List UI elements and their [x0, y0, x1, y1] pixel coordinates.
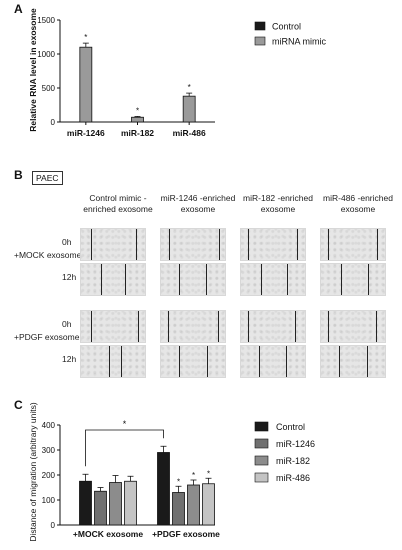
chart-a: Relative RNA level in exosome 1500 1000 50… [28, 8, 326, 138]
row-label-mock: +MOCK exosome [14, 250, 82, 260]
legend-swatch [254, 455, 269, 466]
paec-label: PAEC [32, 171, 63, 185]
micrograph-pdgf-0h-mir486 [320, 310, 386, 343]
micrograph-mock-12h-mir1246 [160, 263, 226, 296]
micrograph-mock-0h-mir182 [240, 228, 306, 261]
bracket-significance: * [123, 419, 127, 429]
column-header-mir1246: miR-1246 -enriched exosome [160, 193, 236, 214]
bar-mirna-mimic [79, 46, 93, 123]
time-label-0h: 0h [62, 237, 72, 247]
micrograph-pdgf-0h-control [80, 310, 146, 343]
x-tick-label: miR-182 [121, 128, 154, 138]
significance-marker: * [136, 106, 139, 115]
x-tick-label: miR-1246 [67, 128, 105, 138]
legend-label: miR-1246 [276, 439, 315, 449]
bar-control [157, 452, 170, 526]
y-tick-label: 400 [42, 421, 56, 430]
panel-b-letter: B [14, 168, 23, 182]
legend-label: Control [276, 422, 305, 432]
micrograph-mock-12h-mir486 [320, 263, 386, 296]
bar-mir-486 [202, 483, 215, 526]
column-header-control: Control mimic -enriched exosome [83, 193, 153, 214]
panel-a-letter: A [14, 2, 23, 16]
y-tick-label: 500 [42, 84, 56, 93]
legend-label: Control [272, 22, 301, 32]
bar-mirna-mimic [182, 95, 196, 123]
micrograph-pdgf-12h-mir486 [320, 345, 386, 378]
legend-swatch [254, 21, 266, 31]
micrograph-mock-12h-mir182 [240, 263, 306, 296]
bar-mirna-mimic [131, 116, 144, 123]
y-tick-label: 0 [51, 521, 56, 530]
micrograph-pdgf-0h-mir1246 [160, 310, 226, 343]
bar-mir-1246 [172, 492, 185, 526]
column-header-mir486: miR-486 -enriched exosome [323, 193, 393, 214]
micrograph-pdgf-0h-mir182 [240, 310, 306, 343]
bar-mir-182 [187, 484, 200, 526]
chart-a-legend: Control miRNA mimic [254, 21, 326, 47]
y-tick-label: 100 [42, 496, 56, 505]
legend-swatch [254, 438, 269, 449]
row-label-pdgf: +PDGF exosome [14, 332, 80, 342]
y-tick-label: 1500 [37, 16, 55, 25]
y-tick-label: 300 [42, 446, 56, 455]
chart-c-bars: * * * * [79, 419, 215, 526]
micrograph-mock-0h-mir486 [320, 228, 386, 261]
bar-mir-486 [124, 480, 137, 526]
x-tick-label: +MOCK exosome [73, 529, 143, 539]
significance-marker: * [177, 477, 180, 486]
legend-swatch [254, 472, 269, 483]
chart-c-ylabel: Distance of migration (arbitrary units) [28, 402, 38, 542]
column-header-mir182: miR-182 -enriched exosome [243, 193, 313, 214]
panel-c-letter: C [14, 398, 23, 412]
chart-c-axes: 400 300 200 100 0 +MOCK exosome +PDGF exosome [42, 421, 221, 539]
micrograph-pdgf-12h-control [80, 345, 146, 378]
bar-mir-182 [109, 482, 122, 526]
time-label-12h: 12h [62, 354, 77, 364]
legend-swatch [254, 421, 269, 432]
time-label-12h: 12h [62, 272, 77, 282]
y-tick-label: 1000 [37, 50, 55, 59]
significance-marker: * [84, 33, 87, 42]
significance-marker: * [192, 471, 195, 480]
bar-control [79, 480, 92, 526]
micrograph-pdgf-12h-mir182 [240, 345, 306, 378]
chart-c: Distance of migration (arbitrary units) … [28, 402, 315, 542]
micrograph-mock-0h-control [80, 228, 146, 261]
chart-a-bars: * * * [79, 33, 196, 123]
legend-swatch [254, 36, 266, 46]
micrograph-mock-0h-mir1246 [160, 228, 226, 261]
significance-marker: * [207, 469, 210, 478]
legend-label: miR-486 [276, 473, 310, 483]
legend-label: miRNA mimic [272, 37, 326, 47]
micrograph-pdgf-12h-mir1246 [160, 345, 226, 378]
y-tick-label: 200 [42, 471, 56, 480]
legend-label: miR-182 [276, 456, 310, 466]
bar-mir-1246 [94, 490, 107, 526]
x-tick-label: miR-486 [173, 128, 206, 138]
x-tick-label: +PDGF exosome [152, 529, 220, 539]
time-label-0h: 0h [62, 319, 72, 329]
significance-bracket [85, 429, 164, 467]
y-tick-label: 0 [51, 118, 56, 127]
micrograph-mock-12h-control [80, 263, 146, 296]
chart-a-ylabel: Relative RNA level in exosome [28, 8, 38, 132]
significance-marker: * [188, 83, 191, 92]
chart-c-legend: Control miR-1246 miR-182 miR-486 [254, 421, 315, 483]
